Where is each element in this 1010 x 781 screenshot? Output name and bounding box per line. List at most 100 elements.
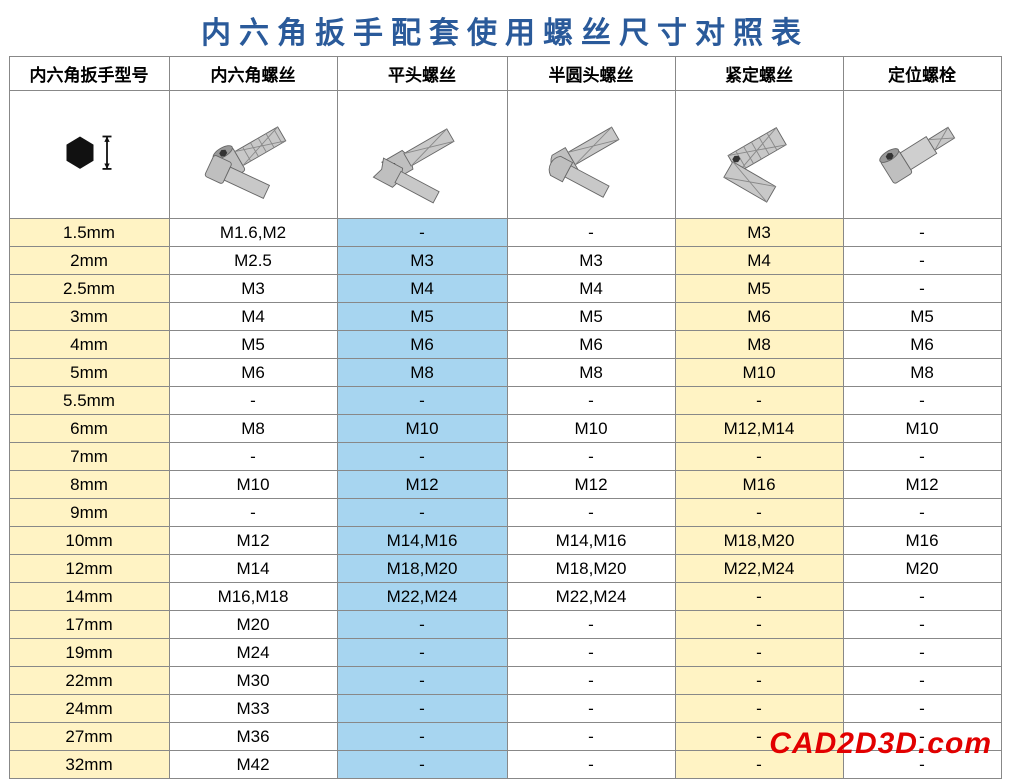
column-header: 定位螺栓 [843, 57, 1001, 91]
table-cell: - [675, 443, 843, 471]
table-cell: - [675, 667, 843, 695]
table-cell: M2.5 [169, 247, 337, 275]
table-cell: - [337, 443, 507, 471]
table-row: 10mmM12M14,M16M14,M16M18,M20M16 [9, 527, 1001, 555]
table-cell: - [675, 639, 843, 667]
watermark-text: CAD2D3D.com [769, 727, 992, 761]
table-image-row [9, 91, 1001, 219]
table-cell: - [507, 219, 675, 247]
page-title: 内六角扳手配套使用螺丝尺寸对照表 [0, 0, 1010, 56]
table-cell: M10 [169, 471, 337, 499]
table-cell: 4mm [9, 331, 169, 359]
table-cell: - [507, 723, 675, 751]
table-cell: M18,M20 [507, 555, 675, 583]
table-cell: - [675, 499, 843, 527]
table-cell: M22,M24 [507, 583, 675, 611]
table-cell: 19mm [9, 639, 169, 667]
table-cell: - [843, 387, 1001, 415]
table-cell: M16 [843, 527, 1001, 555]
table-cell: M22,M24 [337, 583, 507, 611]
table-cell: M10 [337, 415, 507, 443]
table-cell: 5mm [9, 359, 169, 387]
table-cell: - [843, 219, 1001, 247]
table-cell: M5 [337, 303, 507, 331]
table-row: 14mmM16,M18M22,M24M22,M24-- [9, 583, 1001, 611]
table-cell: - [507, 387, 675, 415]
table-cell: - [843, 695, 1001, 723]
hexagon-key-icon [9, 91, 169, 219]
table-cell: M3 [337, 247, 507, 275]
column-header: 紧定螺丝 [675, 57, 843, 91]
table-cell: 6mm [9, 415, 169, 443]
table-cell: M16,M18 [169, 583, 337, 611]
screw-size-table: 内六角扳手型号内六角螺丝平头螺丝半圆头螺丝紧定螺丝定位螺栓 1.5mmM1.6,… [9, 56, 1002, 779]
table-cell: M12 [843, 471, 1001, 499]
table-cell: M14,M16 [507, 527, 675, 555]
table-cell: M4 [507, 275, 675, 303]
table-cell: - [843, 583, 1001, 611]
table-cell: M6 [337, 331, 507, 359]
table-cell: M18,M20 [675, 527, 843, 555]
table-cell: - [337, 611, 507, 639]
table-cell: 2mm [9, 247, 169, 275]
table-cell: - [507, 499, 675, 527]
table-cell: - [843, 275, 1001, 303]
table-cell: M8 [675, 331, 843, 359]
table-cell: M1.6,M2 [169, 219, 337, 247]
table-cell: M6 [507, 331, 675, 359]
table-cell: M5 [675, 275, 843, 303]
table-cell: M14 [169, 555, 337, 583]
table-cell: - [337, 695, 507, 723]
table-cell: - [337, 219, 507, 247]
table-cell: M33 [169, 695, 337, 723]
table-row: 22mmM30---- [9, 667, 1001, 695]
table-row: 7mm----- [9, 443, 1001, 471]
column-header: 内六角螺丝 [169, 57, 337, 91]
table-cell: 14mm [9, 583, 169, 611]
table-cell: M36 [169, 723, 337, 751]
table-cell: 27mm [9, 723, 169, 751]
table-row: 17mmM20---- [9, 611, 1001, 639]
table-cell: M16 [675, 471, 843, 499]
table-cell: M12 [337, 471, 507, 499]
table-cell: M42 [169, 751, 337, 779]
table-cell: - [337, 387, 507, 415]
table-cell: - [337, 499, 507, 527]
table-row: 4mmM5M6M6M8M6 [9, 331, 1001, 359]
table-cell: M6 [843, 331, 1001, 359]
table-cell: - [169, 499, 337, 527]
table-cell: M4 [675, 247, 843, 275]
column-header: 半圆头螺丝 [507, 57, 675, 91]
table-cell: - [337, 751, 507, 779]
table-cell: - [169, 387, 337, 415]
column-header: 平头螺丝 [337, 57, 507, 91]
table-row: 6mmM8M10M10M12,M14M10 [9, 415, 1001, 443]
table-cell: M20 [843, 555, 1001, 583]
table-cell: M3 [169, 275, 337, 303]
table-cell: M3 [675, 219, 843, 247]
table-row: 5.5mm----- [9, 387, 1001, 415]
table-row: 12mmM14M18,M20M18,M20M22,M24M20 [9, 555, 1001, 583]
table-cell: 1.5mm [9, 219, 169, 247]
table-cell: 9mm [9, 499, 169, 527]
table-cell: - [169, 443, 337, 471]
table-cell: - [843, 667, 1001, 695]
table-cell: 5.5mm [9, 387, 169, 415]
table-cell: M8 [169, 415, 337, 443]
table-cell: - [843, 247, 1001, 275]
table-row: 24mmM33---- [9, 695, 1001, 723]
table-cell: - [843, 443, 1001, 471]
table-cell: M22,M24 [675, 555, 843, 583]
table-row: 5mmM6M8M8M10M8 [9, 359, 1001, 387]
table-cell: - [507, 751, 675, 779]
table-cell: M10 [507, 415, 675, 443]
table-cell: M6 [169, 359, 337, 387]
table-cell: M8 [843, 359, 1001, 387]
table-cell: M8 [507, 359, 675, 387]
table-cell: - [675, 695, 843, 723]
table-row: 2.5mmM3M4M4M5- [9, 275, 1001, 303]
table-cell: M12 [169, 527, 337, 555]
table-cell: M20 [169, 611, 337, 639]
table-cell: M14,M16 [337, 527, 507, 555]
table-cell: M18,M20 [337, 555, 507, 583]
